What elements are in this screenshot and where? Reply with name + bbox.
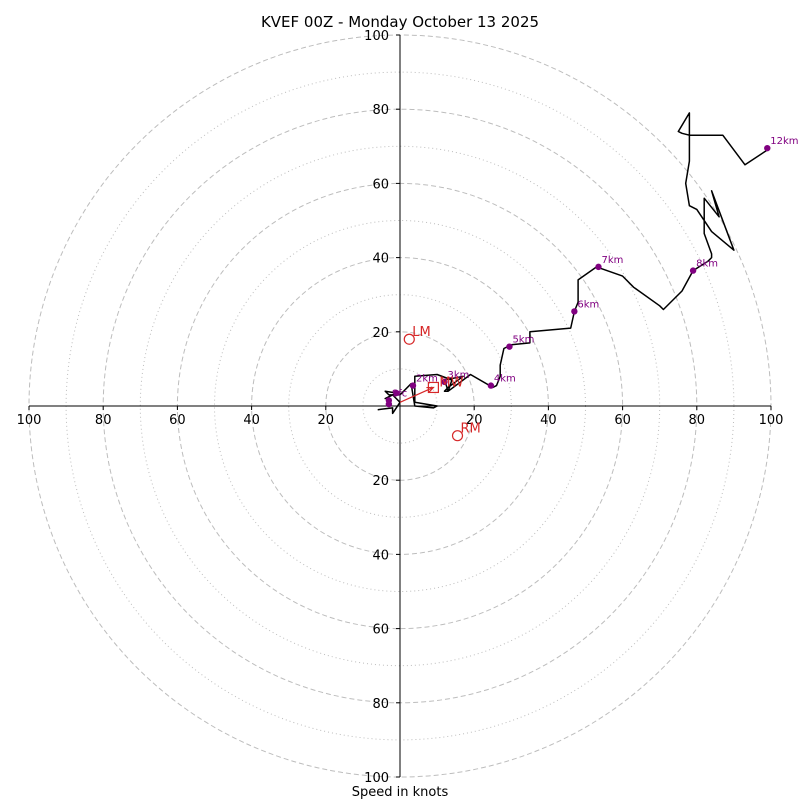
chart-title: KVEF 00Z - Monday October 13 2025 [261, 13, 539, 31]
height-marker-point [409, 382, 417, 389]
left-mover-label: LM [412, 325, 430, 340]
height-marker-point [385, 397, 393, 404]
y-tick-label: 100 [364, 29, 389, 44]
height-marker-label: 3km [448, 370, 470, 381]
x-tick-label: 80 [95, 413, 112, 428]
height-marker-point [487, 382, 495, 389]
mean-wind-marker [427, 381, 439, 394]
x-tick-label: 100 [17, 413, 42, 428]
x-tick-label: 40 [540, 413, 557, 428]
hodograph-trace [377, 112, 768, 415]
right-mover-label: RM [461, 422, 481, 437]
height-marker-point [571, 308, 578, 315]
height-marker-label: 12km [770, 136, 798, 147]
height-marker-point [764, 144, 771, 152]
height-marker-label: 7km [601, 255, 623, 266]
height-marker-label: 8km [696, 259, 718, 270]
x-tick-label: 60 [169, 413, 186, 428]
height-marker-label: 6km [577, 299, 599, 310]
right-mover-marker [451, 430, 464, 442]
height-marker-label: 4km [494, 374, 516, 385]
x-tick-label: 60 [614, 413, 631, 428]
height-marker-label: Sfc [392, 388, 407, 399]
storm-motion-markers: LM RM MW [399, 325, 481, 442]
hodograph-trace-layer [377, 112, 768, 415]
height-marker-point [506, 343, 513, 350]
mean-wind-label: MW [439, 375, 463, 390]
y-tick-label: 60 [372, 623, 389, 638]
y-tick-label: 60 [372, 177, 389, 192]
y-tick-label: 100 [364, 771, 389, 786]
height-marker-label: 5km [512, 335, 534, 346]
height-marker-point [393, 389, 400, 397]
height-marker-point [595, 263, 602, 271]
y-tick-label: 40 [372, 252, 389, 267]
y-tick-label: 20 [372, 474, 389, 489]
y-tick-label: 20 [372, 326, 389, 341]
x-axis-label: Speed in knots [352, 785, 449, 800]
height-marker-point [689, 267, 697, 274]
x-tick-label: 80 [689, 413, 706, 428]
hodograph-axes [29, 35, 771, 777]
left-mover-marker [403, 333, 415, 345]
y-tick-label: 40 [372, 548, 389, 563]
height-markers: Sfc 2km 3km 4km 5km 6km 7km 8km 12km [385, 136, 799, 408]
height-marker-point [441, 378, 448, 386]
axis-ticks: 100 80 60 40 20 20 40 60 80 100 100 80 60 40 20 20 40 60 8… [17, 29, 784, 786]
y-tick-label: 80 [372, 697, 389, 712]
x-tick-label: 20 [466, 413, 483, 428]
height-marker-label: 2km [416, 374, 438, 385]
y-tick-label: 80 [372, 103, 389, 118]
x-tick-label: 100 [759, 413, 784, 428]
x-tick-label: 20 [318, 413, 335, 428]
x-tick-label: 40 [243, 413, 260, 428]
